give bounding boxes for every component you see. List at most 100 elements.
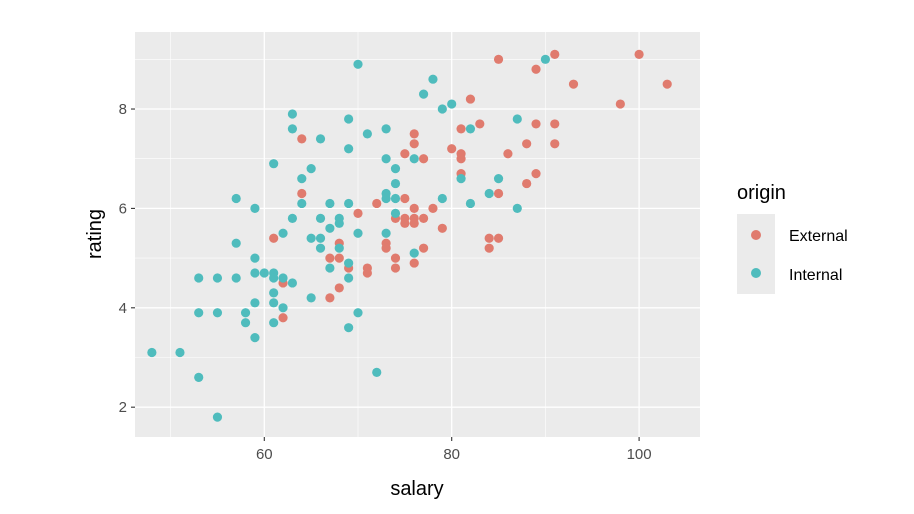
data-point-external bbox=[456, 154, 466, 164]
data-point-internal bbox=[540, 54, 550, 64]
data-point-internal bbox=[334, 243, 344, 253]
data-point-external bbox=[418, 243, 429, 253]
data-point-internal bbox=[353, 59, 363, 69]
data-point-internal bbox=[484, 188, 494, 199]
data-point-internal bbox=[381, 154, 391, 164]
data-point-internal bbox=[194, 372, 204, 382]
legend-dot-external bbox=[751, 230, 761, 240]
data-point-external bbox=[372, 198, 382, 209]
data-point-internal bbox=[456, 173, 466, 184]
data-point-internal bbox=[381, 124, 391, 134]
data-point-external bbox=[428, 203, 438, 214]
data-point-external bbox=[493, 54, 504, 64]
data-point-external bbox=[390, 263, 401, 273]
data-point-internal bbox=[372, 367, 382, 377]
data-point-external bbox=[334, 283, 344, 293]
legend: origin External Internal bbox=[737, 182, 848, 294]
data-point-external bbox=[390, 253, 401, 263]
data-point-internal bbox=[194, 273, 204, 283]
data-point-external bbox=[437, 223, 447, 233]
x-tick-label: 100 bbox=[627, 446, 652, 463]
data-point-external bbox=[531, 169, 541, 179]
data-point-external bbox=[522, 139, 532, 149]
data-point-internal bbox=[390, 178, 401, 189]
data-point-internal bbox=[465, 198, 476, 209]
data-point-external bbox=[503, 149, 513, 159]
x-axis-title: salary bbox=[390, 478, 443, 500]
data-point-internal bbox=[269, 298, 279, 308]
series-external bbox=[269, 49, 672, 323]
data-point-external bbox=[531, 119, 541, 129]
data-point-external bbox=[418, 154, 429, 164]
data-point-external bbox=[475, 119, 485, 129]
y-tick-label: 6 bbox=[119, 200, 127, 217]
data-point-internal bbox=[512, 203, 522, 214]
data-point-internal bbox=[344, 114, 354, 124]
data-point-external bbox=[568, 79, 579, 89]
data-point-internal bbox=[315, 243, 326, 253]
data-point-internal bbox=[315, 134, 326, 144]
y-tick-label: 2 bbox=[119, 399, 127, 416]
data-point-internal bbox=[334, 218, 344, 228]
data-point-internal bbox=[493, 173, 504, 184]
data-point-internal bbox=[269, 273, 279, 283]
data-point-internal bbox=[250, 333, 260, 343]
data-point-internal bbox=[437, 104, 447, 114]
data-point-internal bbox=[353, 228, 363, 238]
data-points bbox=[147, 49, 672, 422]
data-point-internal bbox=[390, 193, 401, 204]
data-point-internal bbox=[231, 273, 241, 283]
data-point-internal bbox=[409, 154, 419, 164]
data-point-internal bbox=[250, 253, 260, 263]
data-point-external bbox=[484, 233, 494, 243]
data-point-external bbox=[381, 243, 391, 253]
data-point-external bbox=[400, 218, 410, 228]
data-point-internal bbox=[344, 198, 354, 209]
data-point-external bbox=[550, 119, 560, 129]
y-tick-label: 8 bbox=[119, 101, 127, 118]
data-point-external bbox=[531, 64, 541, 74]
data-point-external bbox=[353, 208, 363, 218]
data-point-internal bbox=[325, 263, 335, 273]
data-point-internal bbox=[212, 412, 223, 422]
data-point-external bbox=[447, 144, 457, 154]
data-point-external bbox=[325, 253, 335, 263]
data-point-external bbox=[615, 99, 625, 109]
data-point-internal bbox=[250, 268, 260, 278]
data-point-internal bbox=[297, 173, 307, 184]
x-tick-label: 80 bbox=[443, 446, 460, 463]
data-point-internal bbox=[390, 164, 401, 174]
data-point-internal bbox=[212, 273, 223, 283]
x-tick-label: 60 bbox=[256, 446, 273, 463]
data-point-internal bbox=[344, 144, 354, 154]
x-axis: 60 80 100 bbox=[256, 437, 652, 463]
data-point-external bbox=[297, 134, 307, 144]
legend-label-internal: Internal bbox=[789, 267, 842, 284]
data-point-internal bbox=[315, 233, 326, 243]
data-point-external bbox=[409, 203, 419, 214]
data-point-internal bbox=[353, 308, 363, 318]
data-point-internal bbox=[287, 278, 298, 288]
legend-label-external: External bbox=[789, 228, 848, 245]
data-point-internal bbox=[381, 228, 391, 238]
data-point-internal bbox=[278, 273, 288, 283]
data-point-internal bbox=[250, 298, 260, 308]
data-point-external bbox=[550, 49, 560, 59]
data-point-external bbox=[465, 94, 476, 104]
data-point-external bbox=[409, 258, 419, 268]
legend-dot-internal bbox=[751, 268, 761, 278]
data-point-internal bbox=[269, 288, 279, 298]
data-point-internal bbox=[362, 129, 372, 139]
data-point-internal bbox=[269, 159, 279, 169]
data-point-external bbox=[522, 178, 532, 189]
data-point-external bbox=[409, 139, 419, 149]
data-point-internal bbox=[240, 318, 251, 328]
data-point-internal bbox=[231, 193, 241, 204]
y-axis: 2 4 6 8 bbox=[119, 101, 135, 416]
plot-panel bbox=[135, 32, 700, 437]
data-point-external bbox=[334, 253, 344, 263]
data-point-internal bbox=[447, 99, 457, 109]
data-point-internal bbox=[409, 248, 419, 258]
data-point-internal bbox=[465, 124, 476, 134]
